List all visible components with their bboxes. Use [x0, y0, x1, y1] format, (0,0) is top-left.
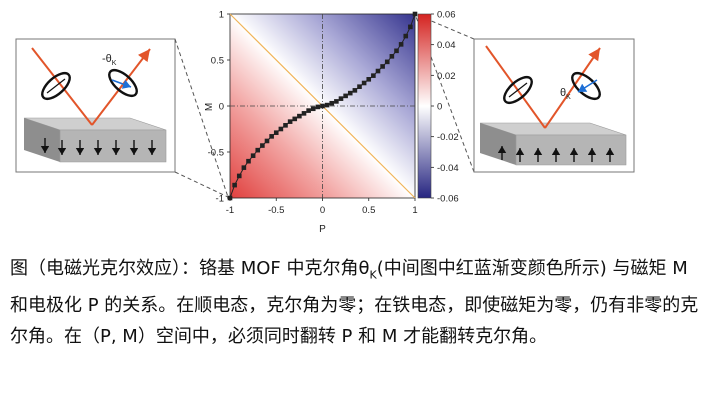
colorbar-gradient: [417, 13, 432, 199]
left-panel-paraelectric: -θK: [15, 38, 176, 173]
kerr-curve-point: [324, 102, 330, 108]
kerr-curve-point: [283, 123, 288, 128]
kerr-curve-point: [320, 103, 325, 109]
colorbar-tick-label: 0: [437, 102, 442, 113]
x-tick-label: 1: [412, 205, 417, 216]
kerr-curve-point: [357, 84, 362, 89]
right-light-beams: [485, 45, 601, 129]
chart-tick-layer: -1 -0.5 0 0.5 1 1 0.5 0 -0.5 -1: [208, 10, 418, 217]
right-incident-polarization: [503, 75, 533, 105]
y-tick-label: 1: [219, 10, 224, 21]
y-tick-label: 0.5: [211, 56, 224, 67]
kerr-curve-point: [292, 116, 298, 122]
caption-text-1: 图（电磁光克尔效应）：铬基 MOF 中克尔角θ: [10, 258, 370, 279]
kerr-curve-point: [315, 104, 321, 110]
caption-text-2: (中间图中红蓝渐变颜色所示) 与磁矩 M 和电极化 P 的关系。在顺电态，克尔角…: [10, 258, 699, 347]
kerr-curve-point: [241, 165, 247, 170]
left-rotated-axis: [111, 79, 132, 89]
figure-caption: 图（电磁光克尔效应）：铬基 MOF 中克尔角θK(中间图中红蓝渐变颜色所示) 与…: [10, 254, 706, 352]
kerr-curve-point: [334, 99, 339, 104]
x-tick-label: -1: [226, 205, 234, 216]
colorbar-tick-label: 0.04: [437, 40, 456, 51]
colorbar-tick-label: 0.02: [437, 71, 456, 82]
kerr-effect-figure: -θK -1 -0.5 0 0.5 110.50-0.5-1 P M 0.060.040…: [15, 10, 635, 236]
colorbar: 0.06 0.04 0.02 0 -0.02 -0.04 -0.06: [417, 10, 459, 205]
kerr-curve-point: [232, 182, 237, 188]
colorbar-tick-label: 0.06: [437, 10, 456, 21]
kerr-curve-point: [306, 108, 311, 113]
kerr-curve-point: [260, 143, 265, 148]
left-reflected-polarization: [108, 68, 138, 98]
kerr-curve-point: [278, 126, 284, 132]
colorbar-tick-layer: 0.06 0.04 0.02 0 -0.02 -0.04 -0.06: [431, 10, 459, 205]
right-kerr-angle-label: θK: [560, 87, 571, 101]
kerr-curve-point: [384, 59, 390, 65]
kerr-heatmap-chart: -1 -0.5 0 0.5 1 1 0.5 0 -0.5 -1 P M: [204, 10, 418, 236]
kerr-curve-point: [343, 93, 348, 99]
colorbar-tick-label: -0.06: [437, 194, 459, 205]
right-incident-polarization-axis: [508, 82, 528, 98]
kerr-curve-point: [352, 88, 358, 93]
y-tick-label: 0: [219, 102, 224, 113]
right-panel-ferroelectric: θK: [473, 38, 635, 173]
kerr-curve-point: [273, 130, 279, 135]
kerr-curve-point: [287, 119, 293, 124]
colorbar-tick-label: -0.02: [437, 132, 459, 143]
y-axis-label: M: [204, 103, 215, 111]
kerr-curve-point: [338, 96, 344, 101]
kerr-curve-point: [398, 42, 404, 47]
left-incident-polarization-axis: [46, 78, 66, 94]
kerr-curve-point: [269, 134, 274, 139]
kerr-curve-point: [389, 54, 395, 59]
kerr-curve-point: [361, 80, 367, 86]
colorbar-tick-label: -0.04: [437, 163, 459, 174]
left-light-beams: [31, 47, 151, 126]
x-tick-label: -0.5: [268, 205, 284, 216]
kerr-curve-point: [347, 90, 353, 96]
left-incident-polarization: [41, 71, 71, 101]
kerr-curve-point: [412, 11, 418, 17]
kerr-curve-point: [329, 100, 335, 106]
y-tick-label: -0.5: [208, 148, 224, 159]
kerr-curve-point: [236, 173, 242, 179]
kerr-curve-point: [408, 24, 413, 30]
kerr-curve-point: [403, 33, 409, 39]
kerr-curve-point: [255, 147, 261, 153]
x-axis-label: P: [319, 224, 326, 235]
x-tick-label: 0: [320, 205, 325, 216]
kerr-curve-point: [310, 106, 316, 112]
left-kerr-angle-label: -θK: [102, 53, 117, 67]
right-rotated-axis: [577, 79, 598, 93]
kerr-curve-point: [250, 153, 256, 158]
x-tick-label: 0.5: [362, 205, 375, 216]
kerr-curve-point: [264, 138, 270, 144]
y-tick-label: -1: [216, 194, 224, 205]
right-magnetization-arrows: [497, 146, 615, 162]
kerr-curve-point: [371, 73, 376, 78]
kerr-curve-point: [366, 77, 372, 82]
kerr-curve-point: [246, 158, 251, 164]
left-magnetization-arrows: [40, 138, 157, 155]
kerr-curve-point: [297, 113, 302, 119]
kerr-curve-point: [301, 111, 307, 116]
chart-series-layer: [227, 11, 418, 201]
kerr-curve-point: [375, 68, 381, 74]
caption-subscript-k: K: [369, 268, 377, 282]
kerr-curve-point: [394, 48, 399, 54]
kerr-curve-point: [380, 64, 385, 69]
